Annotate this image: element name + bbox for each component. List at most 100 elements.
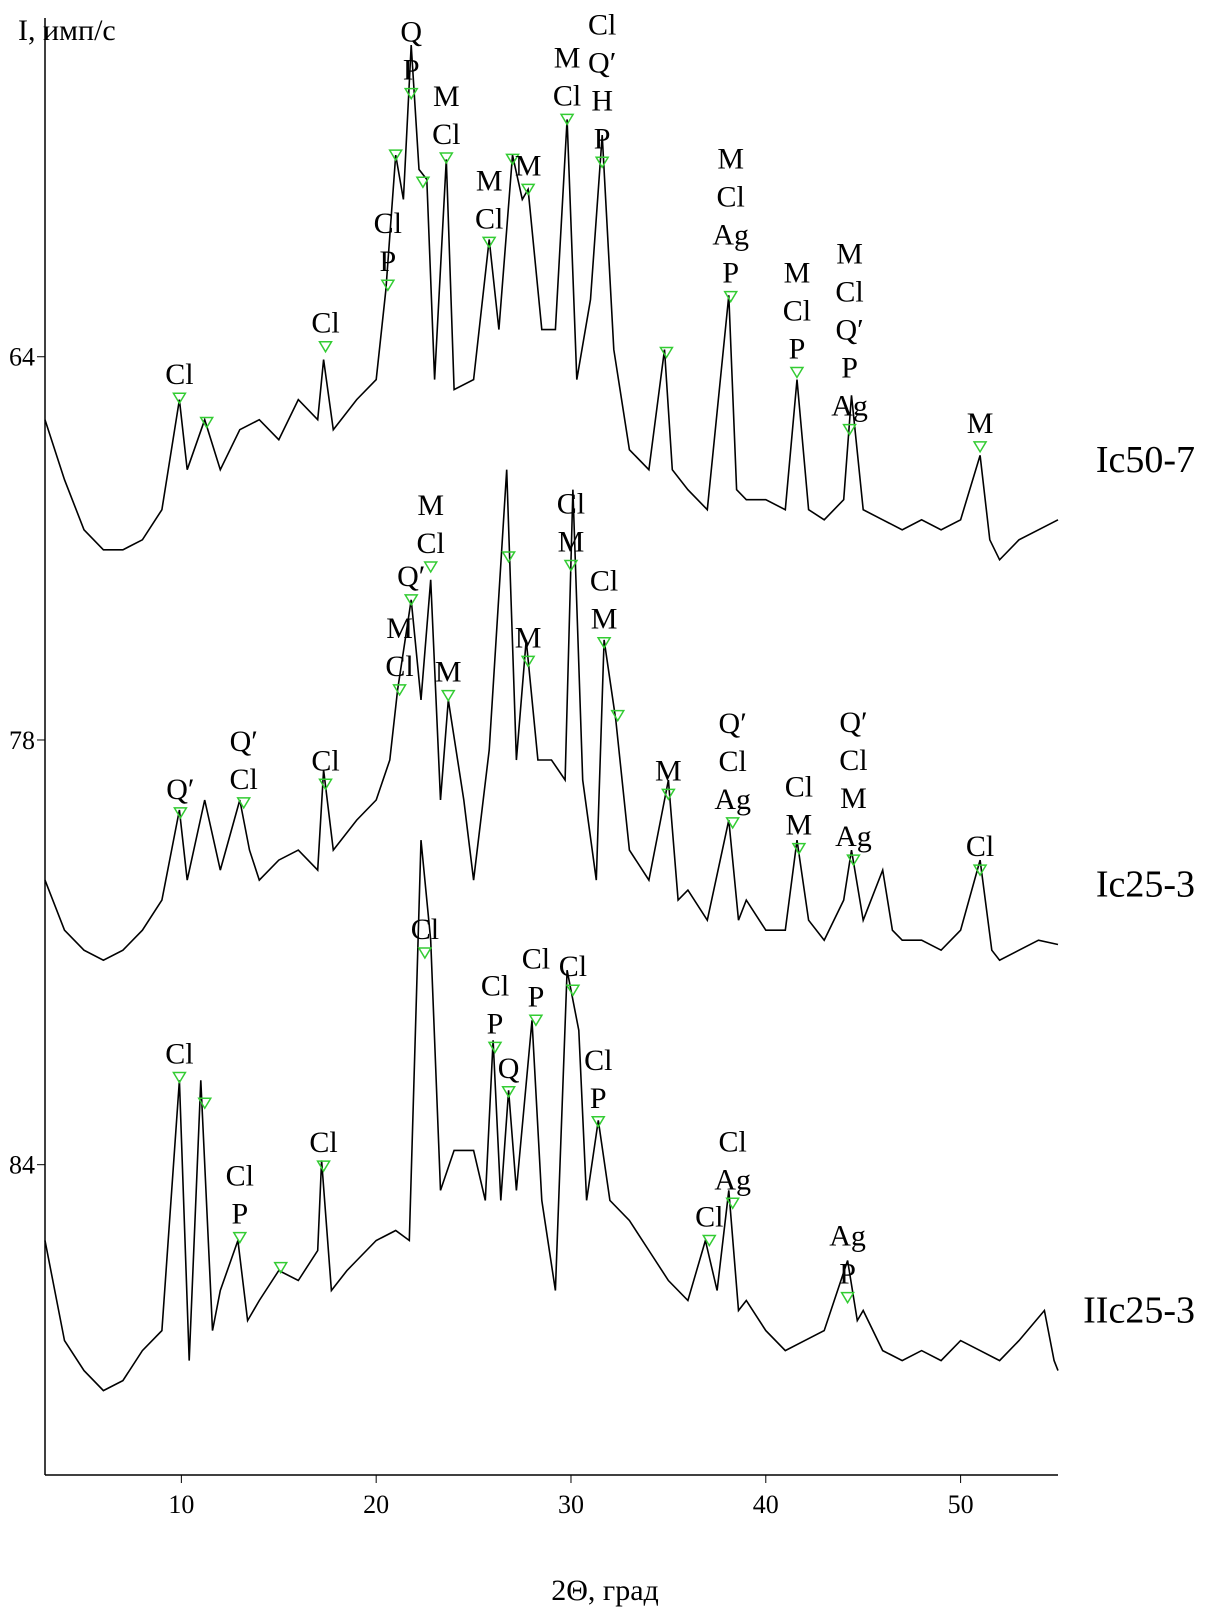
peak-marker [594,156,610,169]
peak-marker [440,689,456,703]
peak-marker [417,947,433,960]
peak-label: M [476,164,503,197]
peak-marker [403,594,419,607]
peak-marker [972,864,988,877]
peak-marker [520,183,536,196]
trace [44,44,1059,562]
peak-label: P [590,1082,607,1115]
x-axis-label: 2Θ, град [551,1574,659,1607]
y-tick-label: 78 [9,726,35,755]
peak-marker [438,152,454,165]
peak-marker [316,1160,331,1173]
peak-label: Q′ [719,707,747,740]
peak-marker [501,551,516,564]
peak-marker [842,423,857,437]
peak-label: Cl [559,950,587,983]
peak-label: Cl [717,181,745,214]
y-tick-label: 64 [9,343,35,372]
peak-marker [610,709,626,723]
peak-label: Ag [835,820,872,853]
peak-label: M [515,149,542,182]
peak-label: M [786,809,813,842]
peak-marker [701,1234,717,1247]
peak-label: M [515,621,542,654]
peak-label: Ag [714,1163,751,1196]
peak-label: Cl [481,969,509,1002]
peak-label: Q′ [839,706,867,739]
peak-marker [725,1197,740,1210]
peak-label: Q′ [166,773,194,806]
peak-label: Q′ [835,314,863,347]
peak-label: M [558,526,585,559]
peak-marker [972,441,988,454]
peak-label: Ag [829,1220,866,1253]
peak-label: Q′ [588,46,616,79]
peak-label: Cl [718,1125,746,1158]
peak-marker [725,817,740,830]
peak-marker [172,392,187,405]
peak-marker [596,636,612,650]
peak-label: Q′ [397,560,425,593]
peak-marker [380,279,396,292]
peak-label: Cl [374,207,402,240]
peak-marker [173,807,188,820]
peak-marker [590,1116,606,1129]
peak-label: P [231,1198,248,1231]
peak-marker [388,149,403,162]
trace [44,469,1059,962]
peak-label: Cl [695,1200,723,1233]
peak-marker [197,1097,213,1110]
peak-label: M [836,238,863,271]
y-tick-label: 84 [9,1151,35,1180]
peak-label: Cl [718,745,746,778]
peak-label: Cl [385,650,413,683]
peak-label: M [717,143,744,176]
trace [44,840,1059,1392]
peak-label: Cl [522,942,550,975]
peak-label: Cl [783,294,811,327]
peak-marker [481,236,497,249]
peak-label: Cl [311,307,339,340]
peak-label: P [487,1007,504,1040]
peak-label: M [591,603,618,636]
peak-marker [520,655,536,668]
peak-label: Cl [230,763,258,796]
peak-label: Cl [839,744,867,777]
peak-label: M [554,41,581,74]
peak-marker [403,87,419,101]
peak-marker [236,797,252,810]
peak-label: Ag [831,390,868,423]
peak-marker [505,153,520,166]
peak-label: M [784,256,811,289]
x-tick-label: 10 [168,1490,194,1519]
peak-marker [528,1014,544,1027]
peak-label: P [403,54,420,87]
peak-label: P [789,332,806,365]
peak-marker [791,842,807,856]
peak-marker [318,778,333,791]
peak-marker [563,559,579,572]
peak-marker [661,788,676,801]
x-tick-label: 30 [558,1490,584,1519]
peak-label: P [594,122,611,155]
peak-marker [318,340,333,354]
peak-label: P [839,1258,856,1291]
peak-marker [172,1071,187,1084]
peak-label: M [655,754,682,787]
peak-marker [846,854,861,867]
peak-marker [501,1086,516,1099]
peak-marker [487,1041,503,1054]
peak-marker [723,290,739,304]
peak-label: Q′ [230,725,258,758]
peak-label: M [967,407,994,440]
peak-label: Cl [311,744,339,777]
x-tick-label: 50 [948,1490,974,1519]
peak-label: Cl [475,202,503,235]
peak-marker [659,346,674,359]
peak-marker [273,1261,289,1275]
x-tick-label: 40 [753,1490,779,1519]
peak-label: Cl [411,913,439,946]
peak-label: Cl [590,565,618,598]
